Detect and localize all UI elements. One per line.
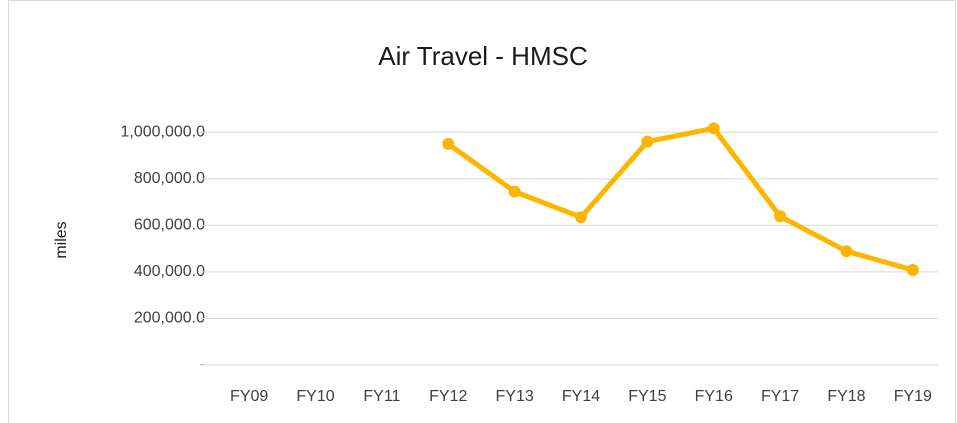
- y-axis-label: miles: [53, 221, 70, 258]
- x-tick-label: FY19: [894, 388, 932, 405]
- x-tick-label: FY10: [296, 388, 334, 405]
- data-point: [840, 245, 853, 258]
- y-tick-label: 400,000.0: [134, 263, 205, 280]
- data-point: [641, 135, 654, 148]
- x-tick-label: FY13: [496, 388, 534, 405]
- chart-title: Air Travel - HMSC: [378, 41, 587, 71]
- x-tick-label: FY15: [628, 388, 666, 405]
- x-tick-label: FY16: [695, 388, 733, 405]
- data-line: [446, 125, 914, 273]
- x-tick-label: FY17: [761, 388, 799, 405]
- x-tick-label: FY11: [363, 388, 400, 405]
- y-tick-label: 1,000,000.0: [120, 123, 205, 140]
- data-point: [508, 185, 521, 198]
- y-tick-label: 800,000.0: [134, 170, 205, 187]
- x-tick-label: FY09: [230, 388, 268, 405]
- data-point: [575, 211, 587, 224]
- x-tick-label: FY12: [429, 388, 467, 405]
- x-tick-label: FY18: [827, 388, 865, 405]
- data-point: [906, 264, 919, 277]
- y-tick-label: 200,000.0: [134, 310, 205, 327]
- y-tick-label: 600,000.0: [134, 217, 205, 234]
- x-tick-label: FY14: [562, 388, 600, 405]
- data-point: [707, 122, 720, 135]
- chart-frame: [8, 0, 956, 423]
- data-point: [442, 137, 455, 150]
- data-point: [774, 210, 787, 223]
